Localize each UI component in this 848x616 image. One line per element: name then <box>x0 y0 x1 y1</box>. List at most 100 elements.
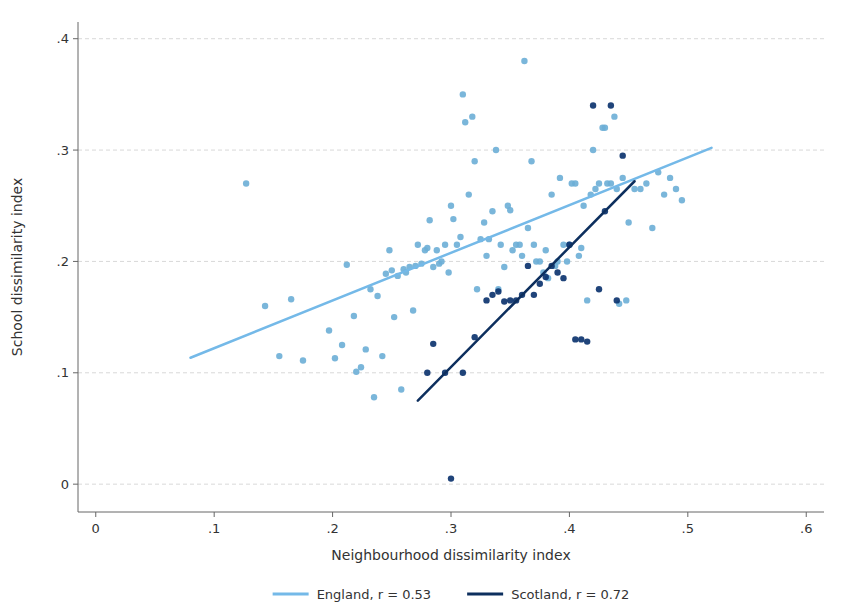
y-axis-line <box>78 22 79 512</box>
point <box>379 353 385 359</box>
plot-area <box>190 58 711 482</box>
point <box>438 258 444 264</box>
grid-line <box>78 372 824 373</box>
point <box>507 297 513 303</box>
point <box>460 91 466 97</box>
point <box>424 370 430 376</box>
point <box>560 242 566 248</box>
regression-line <box>190 148 711 358</box>
grid-line <box>78 261 824 262</box>
legend-item: England, r = 0.53 <box>273 587 432 602</box>
x-tick-label: .2 <box>326 521 338 536</box>
point <box>543 247 549 253</box>
x-tick-label: .4 <box>563 521 575 536</box>
y-axis-label: School dissimilarity index <box>9 178 25 356</box>
point <box>415 242 421 248</box>
point <box>481 219 487 225</box>
y-tick-label: .4 <box>57 31 69 46</box>
y-tick-label: .3 <box>57 143 69 158</box>
x-tick-label: .5 <box>682 521 694 536</box>
point <box>548 191 554 197</box>
point <box>564 258 570 264</box>
x-tick <box>332 512 333 517</box>
legend-item: Scotland, r = 0.72 <box>467 587 629 602</box>
point <box>430 341 436 347</box>
x-tick <box>451 512 452 517</box>
grid-line <box>78 484 824 485</box>
point <box>363 346 369 352</box>
point <box>448 475 454 481</box>
background <box>0 0 848 616</box>
point <box>590 102 596 108</box>
point <box>454 242 460 248</box>
point <box>424 245 430 251</box>
point <box>398 386 404 392</box>
point <box>450 216 456 222</box>
x-tick <box>569 512 570 517</box>
point <box>288 296 294 302</box>
point <box>509 247 515 253</box>
point <box>528 158 534 164</box>
point <box>498 242 504 248</box>
point <box>471 158 477 164</box>
point <box>584 338 590 344</box>
y-tick <box>73 38 78 39</box>
point <box>578 245 584 251</box>
point <box>374 293 380 299</box>
scatter-series <box>243 58 685 401</box>
grid-line <box>78 150 824 151</box>
point <box>554 269 560 275</box>
x-tick <box>687 512 688 517</box>
point <box>489 208 495 214</box>
point <box>580 203 586 209</box>
y-tick-label: .1 <box>57 365 69 380</box>
point <box>519 253 525 259</box>
point <box>557 175 563 181</box>
point <box>448 203 454 209</box>
x-tick-label: 0 <box>92 521 100 536</box>
point <box>410 307 416 313</box>
point <box>521 58 527 64</box>
point <box>667 175 673 181</box>
y-tick <box>73 372 78 373</box>
point <box>578 336 584 342</box>
point <box>353 368 359 374</box>
point <box>661 191 667 197</box>
x-tick <box>214 512 215 517</box>
point <box>531 292 537 298</box>
legend-swatch <box>273 593 309 596</box>
point <box>643 180 649 186</box>
point <box>584 297 590 303</box>
y-tick <box>73 150 78 151</box>
point <box>489 292 495 298</box>
point <box>358 364 364 370</box>
point <box>462 119 468 125</box>
point <box>501 298 507 304</box>
point <box>631 186 637 192</box>
legend-swatch <box>467 593 503 596</box>
point <box>469 113 475 119</box>
point <box>391 314 397 320</box>
y-tick-label: 0 <box>61 477 69 492</box>
point <box>300 357 306 363</box>
point <box>649 225 655 231</box>
point <box>679 197 685 203</box>
point <box>507 207 513 213</box>
point <box>262 303 268 309</box>
point <box>351 313 357 319</box>
point <box>460 370 466 376</box>
legend-label: Scotland, r = 0.72 <box>511 587 629 602</box>
axes: 0.1.2.3.4.5.60.1.2.3.4 <box>57 22 824 536</box>
point <box>576 253 582 259</box>
point <box>483 253 489 259</box>
point <box>590 147 596 153</box>
point <box>596 286 602 292</box>
point <box>389 267 395 273</box>
point <box>560 275 566 281</box>
point <box>339 342 345 348</box>
point <box>495 288 501 294</box>
point <box>614 297 620 303</box>
point <box>332 355 338 361</box>
point <box>442 242 448 248</box>
point <box>673 186 679 192</box>
